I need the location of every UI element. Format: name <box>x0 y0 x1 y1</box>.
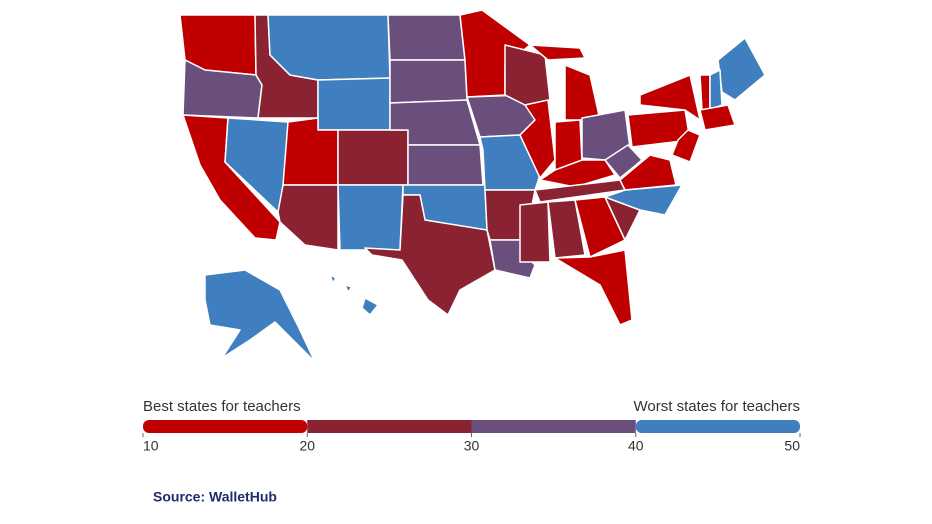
legend-tick-label: 50 <box>784 438 800 454</box>
state <box>519 201 551 263</box>
legend-segment <box>635 420 800 433</box>
state <box>619 154 677 191</box>
state <box>699 74 711 111</box>
legend-segment <box>471 420 636 433</box>
state <box>717 37 766 101</box>
legend-tick-label: 40 <box>628 438 644 454</box>
state <box>554 249 633 326</box>
legend-tick-label: 30 <box>464 438 480 454</box>
state <box>277 184 339 251</box>
state <box>204 269 316 363</box>
legend-tick-label: 20 <box>299 438 315 454</box>
state <box>317 77 391 131</box>
legend-tick-label: 10 <box>143 438 159 454</box>
state <box>564 64 601 121</box>
legend-segment <box>143 420 308 433</box>
state <box>344 284 353 293</box>
state <box>547 199 586 259</box>
state <box>389 59 468 104</box>
state <box>671 129 701 163</box>
state <box>639 74 701 121</box>
state <box>329 274 337 284</box>
state <box>529 44 586 61</box>
state <box>361 297 379 316</box>
state <box>407 144 484 186</box>
legend-left-label: Best states for teachers <box>143 398 301 415</box>
legend-right-label: Worst states for teachers <box>634 398 800 415</box>
state <box>267 14 391 81</box>
state <box>709 69 723 111</box>
state <box>387 14 466 61</box>
legend-scale: 10 20 30 40 50 <box>142 420 801 454</box>
state <box>699 104 736 131</box>
state <box>337 184 404 251</box>
state <box>364 194 496 316</box>
us-map <box>179 9 766 363</box>
state <box>337 129 409 186</box>
state <box>604 144 643 179</box>
state <box>519 99 556 179</box>
legend-segment <box>307 420 472 433</box>
source: Source: WalletHub <box>153 489 277 505</box>
